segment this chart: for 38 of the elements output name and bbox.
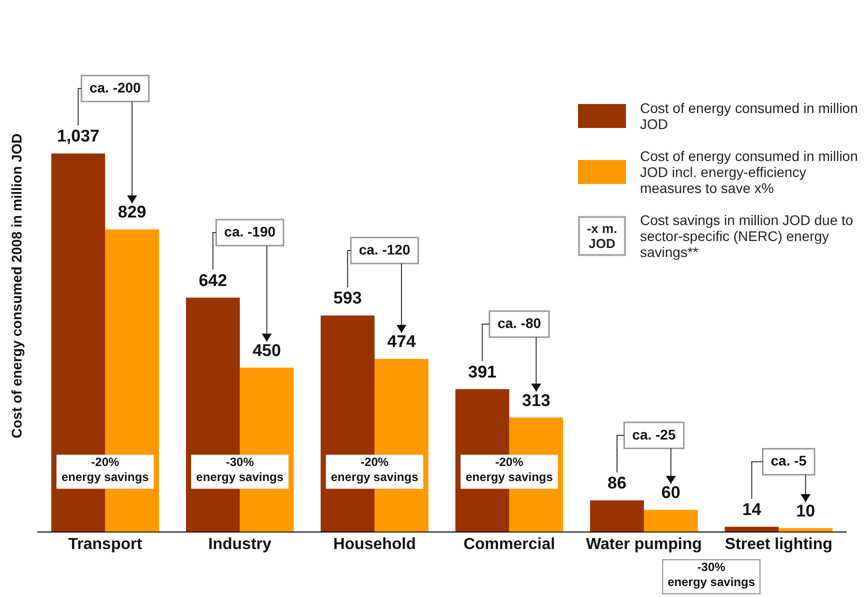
bar (724, 526, 779, 532)
annotation: ca. -80 (497, 315, 542, 332)
data-label: 642 (198, 270, 228, 290)
bar (590, 500, 644, 532)
y-axis-title: Cost of energy consumed 2008 in million JOD (8, 133, 24, 438)
data-label: 1,037 (56, 126, 100, 146)
annotation: Cost savings in million JOD due to sector-specific (NERC) energy savings** (640, 212, 854, 260)
data-label: 450 (252, 340, 281, 360)
data-label: 474 (387, 332, 416, 352)
text: ca. -200 (89, 79, 142, 96)
data-label: 86 (608, 474, 626, 493)
annotation: -30% energy savings (196, 455, 284, 484)
data-label: 313 (522, 390, 550, 410)
annotation: ca. -5 (770, 452, 807, 469)
bar (778, 528, 833, 532)
x-tick-label: Transport (68, 536, 143, 553)
annotation: -20% energy savings (61, 455, 150, 484)
data-label: 593 (333, 288, 362, 308)
annotation: ca. -120 (358, 241, 410, 258)
annotation: ca. -190 (224, 223, 276, 240)
legend-label: Cost of energy consumed in million JOD incl. energy-efficiency measures to save x% (640, 148, 858, 196)
annotation: ca. -25 (632, 426, 676, 442)
legend-label: Cost of energy consumed in million JOD (640, 100, 858, 132)
annotation: -20% energy savings (466, 455, 554, 484)
annotation: -20% energy savings (330, 455, 419, 484)
x-tick-label: Commercial (463, 536, 556, 553)
data-label: 14 (742, 500, 762, 519)
x-tick-label: Street lighting (724, 536, 832, 553)
data-label: 829 (118, 202, 146, 222)
x-tick-label: Industry (208, 536, 272, 553)
x-tick-label: Water pumping (586, 536, 702, 553)
data-label: 10 (796, 501, 816, 520)
x-tick-label: Household (333, 536, 416, 553)
data-label: 60 (661, 483, 680, 502)
text: -30% energy savings (668, 560, 756, 590)
annotation: -x m. JOD (578, 216, 626, 256)
bar (644, 510, 698, 532)
data-label: 391 (468, 362, 496, 382)
